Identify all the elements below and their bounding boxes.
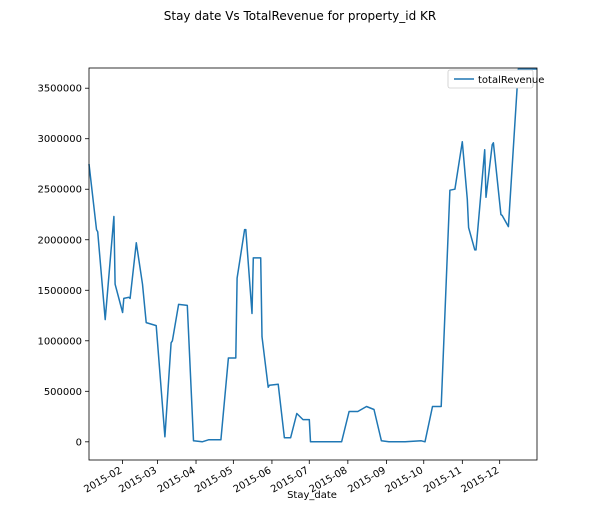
plot-area (88, 68, 537, 443)
x-tick-label: 2015-04 (156, 465, 198, 495)
x-tick-label: 2015-10 (384, 465, 426, 495)
y-tick-label: 1000000 (37, 336, 82, 347)
legend-label-totalRevenue: totalRevenue (478, 75, 544, 86)
x-tick-label: 2015-05 (193, 465, 235, 495)
y-tick-label: 2000000 (37, 235, 82, 246)
y-tick-label: 500000 (44, 387, 82, 398)
x-tick-label: 2015-02 (82, 465, 124, 495)
x-tick-label: 2015-12 (459, 465, 501, 495)
y-tick-label: 0 (76, 437, 82, 448)
y-tick-label: 3500000 (37, 84, 82, 95)
y-tick-label: 1500000 (37, 286, 82, 297)
y-tick-label: 3000000 (37, 134, 82, 145)
y-tick-label: 2500000 (37, 185, 82, 196)
y-axis: 0 500000 1000000 1500000 2000000 2500000 30000… (37, 84, 89, 448)
x-tick-label: 2015-06 (232, 465, 274, 495)
x-tick-label: 2015-09 (346, 465, 388, 495)
legend: totalRevenue (447, 69, 544, 89)
x-tick-label: 2015-11 (422, 465, 464, 495)
x-tick-label: 2015-03 (117, 465, 159, 495)
legend-box (447, 69, 534, 89)
x-axis-label: Stay_date (287, 490, 337, 501)
plot-frame (88, 67, 538, 461)
series-line-totalRevenue (88, 68, 537, 443)
chart-title: Stay date Vs TotalRevenue for property_i… (164, 9, 437, 23)
